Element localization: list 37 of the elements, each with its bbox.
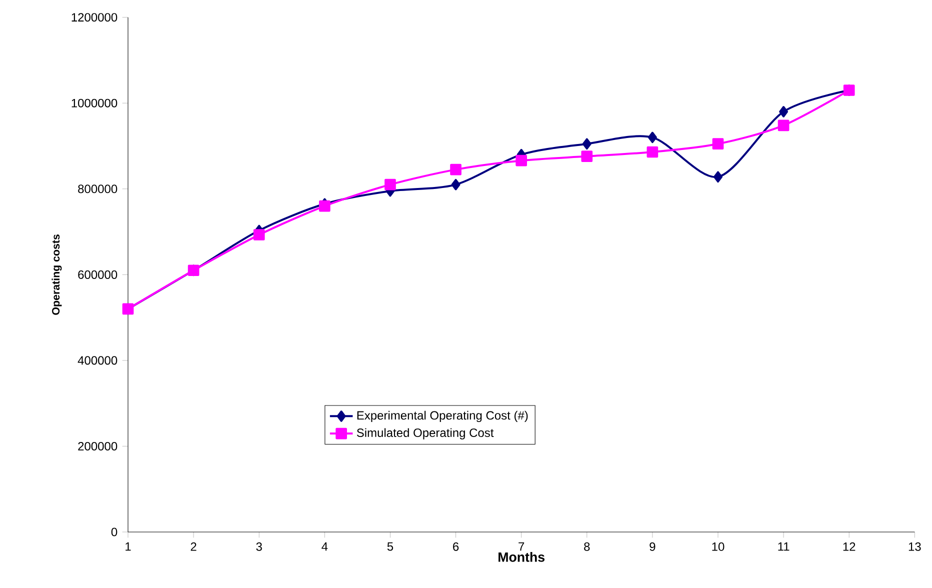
x-tick-label: 10 (712, 542, 724, 551)
x-tick-label: 4 (322, 542, 328, 551)
x-tick-label: 1 (126, 542, 131, 551)
x-tick-label: 13 (908, 542, 921, 551)
y-tick-label: 1200000 (72, 13, 118, 22)
point (646, 146, 658, 158)
x-tick-label: 12 (843, 542, 856, 551)
x-axis-title: Months (498, 552, 545, 562)
x-tick-label: 2 (190, 542, 196, 551)
point (648, 132, 657, 144)
point (384, 178, 396, 190)
y-tick-label: 600000 (78, 270, 118, 279)
y-tick-label: 0 (111, 528, 118, 536)
x-tick-label: 3 (256, 542, 262, 551)
y-tick-label: 200000 (78, 442, 118, 450)
point (779, 106, 788, 118)
x-tick-label: 5 (387, 542, 394, 551)
y-tick-label: 400000 (78, 356, 118, 365)
point (778, 120, 790, 132)
point (582, 138, 592, 150)
point (516, 154, 527, 166)
x-tick-label: 7 (518, 542, 524, 551)
x-tick-label: 11 (778, 542, 790, 551)
point (714, 171, 722, 183)
legend-label: Simulated Operating Cost (356, 428, 494, 440)
y-tick-label: 1000000 (72, 98, 118, 108)
point (450, 164, 462, 176)
point (451, 178, 460, 190)
point (253, 229, 265, 240)
x-tick-label: 9 (650, 542, 656, 551)
legend-label: Experimental Operating Cost (#) (357, 410, 528, 422)
x-tick-label: 8 (584, 542, 590, 551)
point (581, 150, 593, 162)
y-axis-title: Operating costs (52, 234, 62, 315)
point (712, 138, 724, 150)
y-tick-label: 800000 (78, 184, 118, 194)
x-tick-label: 6 (453, 542, 459, 551)
